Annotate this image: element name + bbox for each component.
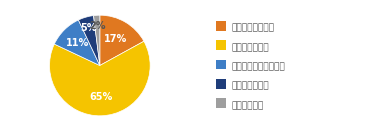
Wedge shape — [50, 41, 150, 116]
Text: 65%: 65% — [89, 92, 113, 102]
Legend: 非常に良いと思う, まあ良いと思う, あまり良いと思わない, 良くないと思う, わかりづらい: 非常に良いと思う, まあ良いと思う, あまり良いと思わない, 良くないと思う, … — [216, 21, 285, 110]
Wedge shape — [100, 15, 144, 66]
Text: 2%: 2% — [89, 21, 106, 31]
Wedge shape — [54, 20, 100, 66]
Wedge shape — [78, 16, 100, 66]
Text: 5%: 5% — [81, 23, 97, 33]
Text: 11%: 11% — [66, 38, 89, 48]
Text: 17%: 17% — [104, 34, 127, 44]
Wedge shape — [94, 15, 100, 66]
